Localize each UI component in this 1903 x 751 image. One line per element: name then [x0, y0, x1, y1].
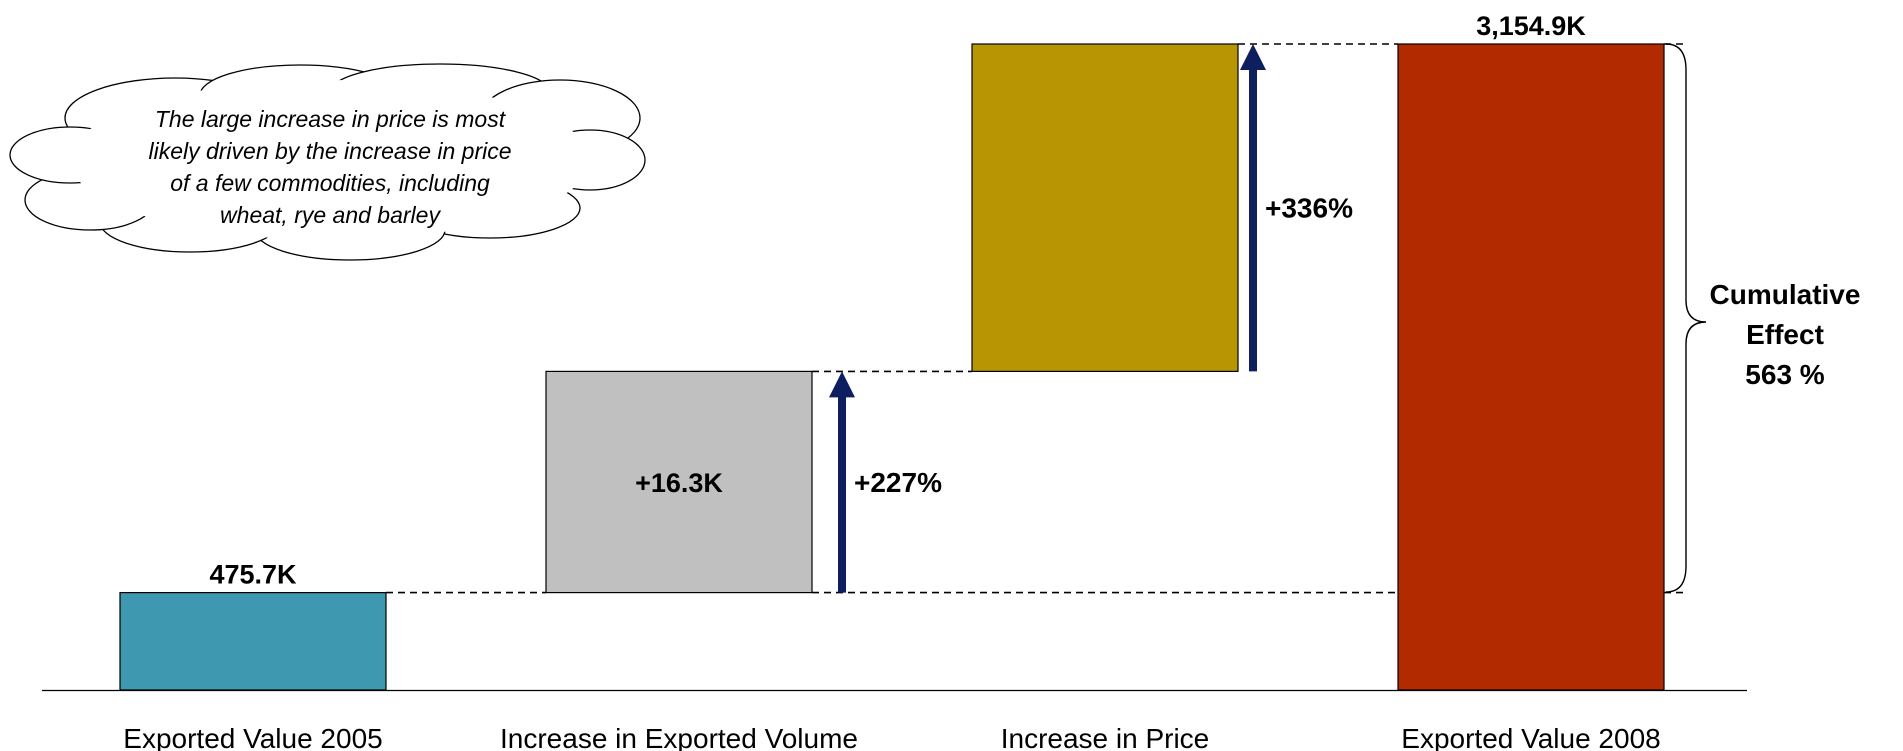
cumulative-brace — [1665, 43, 1707, 593]
arrows: +227% +336% — [829, 44, 1353, 593]
annotation-line: wheat, rye and barley — [220, 202, 440, 228]
arrow-percent-label: +227% — [854, 467, 942, 498]
bar-increase-in-price — [971, 43, 1239, 372]
x-tick-labels: Exported Value 2005 Increase in Exported … — [123, 723, 1660, 751]
bar-exported-value-2008 — [1397, 43, 1665, 691]
arrow-head-icon — [1240, 44, 1266, 70]
annotation-line: likely driven by the increase in price — [148, 138, 512, 164]
data-label: 475.7K — [209, 560, 297, 590]
bar-increase-in-exported-volume — [545, 370, 813, 594]
arrow-percent-label: +336% — [1265, 193, 1353, 224]
data-label: +16.3K — [635, 468, 723, 498]
arrow-head-icon — [829, 371, 855, 398]
cumulative-line: Effect — [1746, 319, 1824, 350]
bars — [119, 43, 1665, 691]
annotation-line: The large increase in price is most — [154, 106, 506, 132]
x-tick-label: Increase in Price — [1001, 723, 1210, 751]
data-labels: 475.7K +16.3K 3,154.9K — [209, 11, 1586, 590]
x-tick-label: Exported Value 2005 — [123, 723, 382, 751]
data-label: 3,154.9K — [1476, 11, 1586, 41]
cumulative-line: Cumulative — [1709, 279, 1861, 310]
thought-cloud — [9, 63, 646, 261]
cumulative-line: 563 % — [1745, 359, 1825, 390]
annotation-line: of a few commodities, including — [170, 170, 490, 196]
x-tick-label: Exported Value 2008 — [1401, 723, 1660, 751]
x-tick-label: Increase in Exported Volume — [500, 723, 858, 751]
annotation-callout: The large increase in price is most like… — [95, 103, 565, 231]
cumulative-effect-label: Cumulative Effect 563 % — [1690, 275, 1880, 395]
bar-exported-value-2005 — [119, 591, 387, 691]
